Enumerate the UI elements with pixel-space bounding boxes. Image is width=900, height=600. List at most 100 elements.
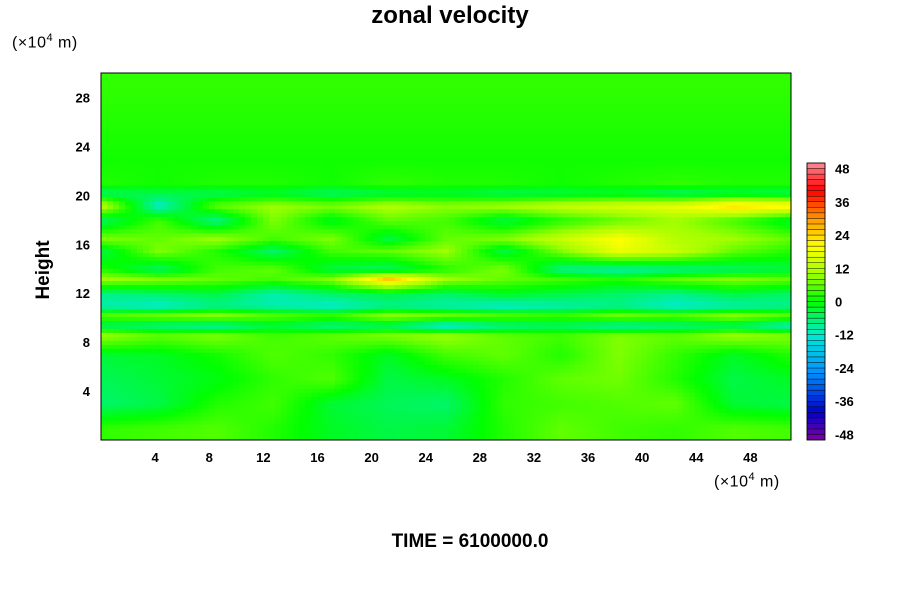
- heatmap-cell: [233, 272, 240, 278]
- heatmap-cell: [593, 328, 600, 333]
- heatmap-cell: [527, 284, 534, 290]
- heatmap-cell: [239, 328, 246, 333]
- heatmap-cell: [521, 272, 528, 278]
- heatmap-cell: [689, 388, 696, 393]
- heatmap-cell: [677, 308, 684, 313]
- heatmap-cell: [389, 404, 396, 409]
- heatmap-cell: [101, 360, 108, 365]
- heatmap-cell: [281, 344, 288, 349]
- heatmap-cell: [389, 400, 396, 405]
- heatmap-cell: [191, 308, 198, 313]
- heatmap-cell: [749, 280, 756, 286]
- heatmap-cell: [527, 312, 534, 317]
- heatmap-cell: [173, 432, 180, 437]
- heatmap-cell: [497, 388, 504, 393]
- heatmap-cell: [281, 436, 288, 440]
- heatmap-cell: [617, 404, 624, 409]
- heatmap-cell: [329, 380, 336, 385]
- heatmap-cell: [701, 288, 708, 293]
- heatmap-cell: [449, 372, 456, 377]
- heatmap-cell: [551, 296, 558, 301]
- heatmap-cell: [443, 356, 450, 361]
- heatmap-cell: [179, 300, 186, 305]
- heatmap-cell: [623, 408, 630, 413]
- heatmap-cell: [635, 348, 642, 353]
- heatmap-cell: [761, 420, 768, 425]
- heatmap-cell: [401, 300, 408, 305]
- heatmap-cell: [467, 324, 474, 329]
- heatmap-cell: [461, 372, 468, 377]
- heatmap-cell: [341, 328, 348, 333]
- heatmap-cell: [209, 320, 216, 325]
- heatmap-cell: [353, 400, 360, 405]
- heatmap-cell: [119, 288, 126, 293]
- heatmap-cell: [311, 304, 318, 309]
- heatmap-cell: [449, 292, 456, 297]
- heatmap-cell: [473, 392, 480, 397]
- heatmap-cell: [365, 328, 372, 333]
- heatmap-cell: [341, 412, 348, 417]
- heatmap-cell: [347, 368, 354, 373]
- heatmap-cell: [575, 312, 582, 317]
- heatmap-cell: [221, 292, 228, 297]
- heatmap-cell: [713, 336, 720, 341]
- heatmap-cell: [641, 384, 648, 389]
- heatmap-cell: [491, 284, 498, 290]
- heatmap-cell: [353, 396, 360, 401]
- heatmap-cell: [191, 332, 198, 337]
- heatmap-cell: [341, 400, 348, 405]
- heatmap-cell: [533, 360, 540, 365]
- heatmap-cell: [347, 388, 354, 393]
- heatmap-cell: [353, 288, 360, 293]
- heatmap-cell: [617, 416, 624, 421]
- heatmap-cell: [701, 380, 708, 385]
- heatmap-cell: [557, 312, 564, 317]
- heatmap-cell: [137, 436, 144, 440]
- heatmap-cell: [497, 268, 504, 274]
- heatmap-cell: [347, 424, 354, 429]
- heatmap-cell: [413, 428, 420, 433]
- heatmap-cell: [197, 392, 204, 397]
- heatmap-cell: [509, 372, 516, 377]
- heatmap-cell: [737, 436, 744, 440]
- heatmap-cell: [527, 336, 534, 341]
- heatmap-cell: [455, 324, 462, 329]
- heatmap-cell: [689, 292, 696, 297]
- heatmap-cell: [311, 420, 318, 425]
- heatmap-cell: [623, 324, 630, 329]
- heatmap-cell: [689, 348, 696, 353]
- heatmap-cell: [683, 348, 690, 353]
- heatmap-cell: [521, 380, 528, 385]
- heatmap-cell: [671, 280, 678, 286]
- heatmap-cell: [431, 308, 438, 313]
- heatmap-cell: [671, 328, 678, 333]
- heatmap-cell: [143, 376, 150, 381]
- heatmap-cell: [719, 368, 726, 373]
- heatmap-cell: [257, 432, 264, 437]
- heatmap-cell: [227, 416, 234, 421]
- heatmap-cell: [239, 280, 246, 286]
- heatmap-cell: [275, 392, 282, 397]
- heatmap-cell: [695, 348, 702, 353]
- heatmap-cell: [203, 328, 210, 333]
- heatmap-cell: [365, 360, 372, 365]
- heatmap-cell: [281, 272, 288, 278]
- heatmap-cell: [371, 300, 378, 305]
- heatmap-cell: [701, 340, 708, 345]
- heatmap-cell: [545, 348, 552, 353]
- heatmap-cell: [323, 292, 330, 297]
- heatmap-cell: [245, 288, 252, 293]
- heatmap-cell: [455, 344, 462, 349]
- heatmap-cell: [107, 328, 114, 333]
- heatmap-cell: [269, 424, 276, 429]
- heatmap-cell: [767, 268, 774, 274]
- heatmap-cell: [173, 368, 180, 373]
- heatmap-cell: [143, 328, 150, 333]
- heatmap-cell: [245, 300, 252, 305]
- heatmap-cell: [779, 380, 786, 385]
- heatmap-cell: [125, 292, 132, 297]
- heatmap-cell: [653, 308, 660, 313]
- heatmap-cell: [275, 300, 282, 305]
- heatmap-cell: [605, 292, 612, 297]
- heatmap-cell: [665, 292, 672, 297]
